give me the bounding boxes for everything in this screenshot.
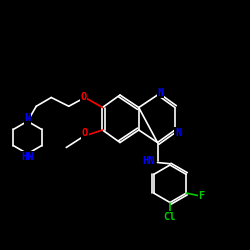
Text: O: O <box>80 92 87 102</box>
Text: N: N <box>158 88 164 98</box>
Text: N: N <box>175 128 181 138</box>
Text: N: N <box>24 113 31 123</box>
Text: HN: HN <box>142 156 155 166</box>
Text: O: O <box>82 128 88 138</box>
Text: Cl: Cl <box>164 212 176 222</box>
Text: F: F <box>198 190 205 200</box>
Text: HN: HN <box>21 152 34 162</box>
